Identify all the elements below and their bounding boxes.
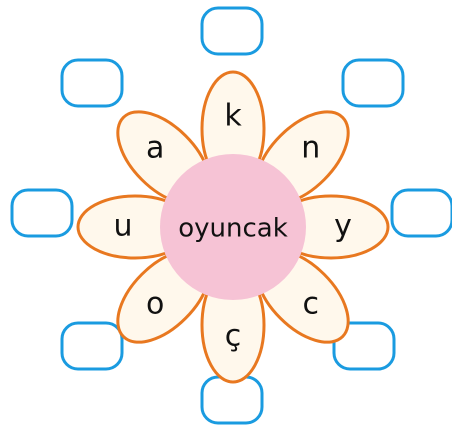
- answer-box: [343, 60, 403, 106]
- petal-letter: ç: [225, 319, 242, 354]
- petal-letter: c: [303, 286, 320, 321]
- petal-letter: y: [334, 209, 352, 244]
- flower-worksheet: oyuncak k n y c ç o u a: [0, 0, 452, 425]
- petal-letter: a: [146, 131, 164, 166]
- petal-letter: n: [301, 131, 320, 166]
- answer-box: [12, 190, 72, 236]
- petal-letter: u: [113, 209, 132, 244]
- petal-letter: k: [224, 99, 242, 134]
- answer-box: [62, 60, 122, 106]
- answer-box: [62, 323, 122, 369]
- center-word: oyuncak: [178, 214, 288, 244]
- petal-letter: o: [146, 286, 164, 321]
- answer-box: [202, 377, 262, 423]
- answer-box: [202, 8, 262, 54]
- answer-box: [392, 190, 452, 236]
